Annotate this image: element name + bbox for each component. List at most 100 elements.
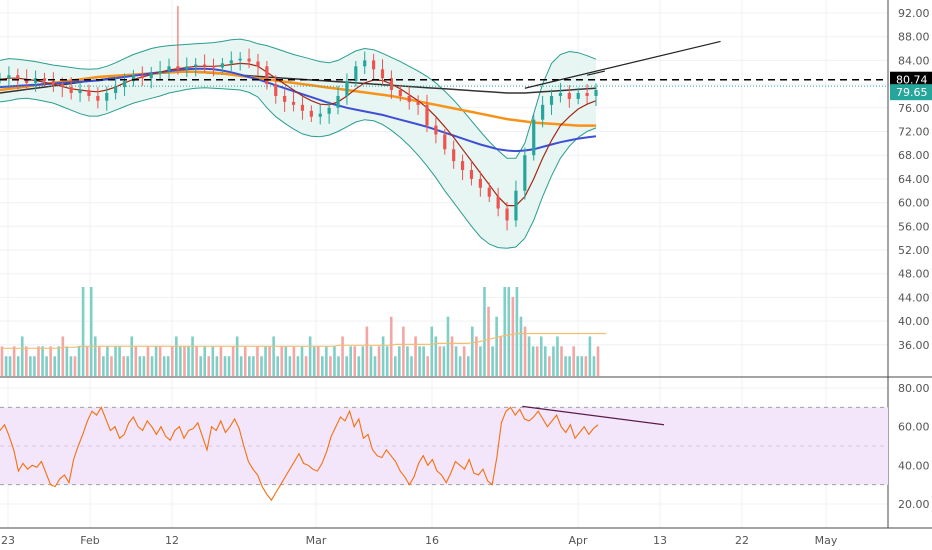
volume-bar [252,356,255,376]
volume-bar [0,346,4,376]
sma-short-line [0,62,597,207]
volume-bar [503,287,507,376]
volume-bar [215,356,219,376]
volume-bars [0,287,607,376]
candle-body [514,190,518,221]
candle-body [87,90,91,96]
volume-bar [81,287,85,376]
resistance-price-text: 80.74 [896,74,928,87]
candle-body [274,84,278,96]
candle-body [354,66,358,82]
volume-bar [357,356,361,376]
volume-bar [20,336,24,376]
price-axis-label: 64.00 [898,173,930,186]
volume-bar [539,336,543,376]
time-axis-label: Feb [80,534,99,547]
volume-bar [227,356,231,376]
volume-bar [162,356,166,376]
annotations [0,40,888,502]
volume-bar [264,346,267,376]
volume-bar [158,346,162,376]
candle-body [452,149,456,162]
volume-bar [430,326,434,376]
candle-body [25,79,29,83]
volume-bar [373,356,377,376]
volume-bar [556,336,559,376]
volume-bar [29,356,32,376]
candle-body [211,66,216,68]
volume-bar [126,356,129,376]
candle-body [318,113,322,117]
volume-axis-label: 40.00 [898,315,930,328]
volume-bar [183,346,186,376]
volume-bar [515,287,519,376]
volume-bar [410,356,413,376]
volume-bar [450,336,454,376]
volume-bar [535,346,539,376]
candle-body [0,78,2,80]
candle-body [220,63,224,68]
volume-bar [479,346,482,376]
volume-bar [243,346,247,376]
volume-bar [284,346,288,376]
candle-body [96,95,100,101]
volume-bar [231,346,235,376]
volume-bar [25,346,28,376]
candle-body [300,104,305,111]
price-axis-label: 84.00 [898,54,930,67]
volume-bar [122,356,125,376]
volume-bar [568,356,571,376]
price-trendline [586,70,606,76]
price-axis-label: 92.00 [898,7,930,20]
rsi-axis-label: 20.00 [898,498,930,511]
candle-body [425,104,429,126]
volume-bar [304,356,308,376]
candle-body [283,95,287,102]
candle-body [567,92,571,99]
volume-bar [446,316,450,376]
volume-bar [491,346,494,376]
volume-bar [300,346,304,376]
volume-bar [507,287,511,376]
bollinger-band-fill [0,39,596,249]
candle-body [114,87,118,93]
volume-bar [560,346,563,376]
volume-bar [179,346,182,376]
volume-bar [219,346,223,376]
volume-bar [552,346,555,376]
volume-bar [320,356,324,376]
volume-bar [130,336,134,376]
candle-body [238,58,242,61]
candle-body [7,75,11,79]
candle-body [51,81,55,85]
volume-bar [98,346,101,376]
volume-bar [458,356,462,376]
volume-bar [353,346,357,376]
time-axis-label: 23 [1,534,15,547]
volume-ma-line [2,332,607,349]
volume-bar [393,356,397,376]
candle-body [140,75,144,79]
price-axis-label: 52.00 [898,244,930,257]
candle-body [523,155,527,191]
volume-bar [442,346,446,376]
volume-bar [65,346,69,376]
volume-bar [333,346,336,376]
volume-bar [33,356,36,376]
volume-bar [596,346,600,376]
volume-bar [154,346,158,376]
candle-body [532,119,536,156]
volume-bar [406,346,409,376]
volume-bar [8,356,12,376]
candle-body [372,60,376,70]
volume-axis-label: 48.00 [898,268,930,281]
price-axis-label: 72.00 [898,126,930,139]
price-axis-label: 68.00 [898,149,930,162]
candle-body [398,90,402,96]
candle-body [202,64,207,67]
rsi-axis-label: 60.00 [898,421,930,434]
volume-bar [349,346,352,376]
volume-bar [142,356,146,376]
volume-bar [175,336,178,376]
